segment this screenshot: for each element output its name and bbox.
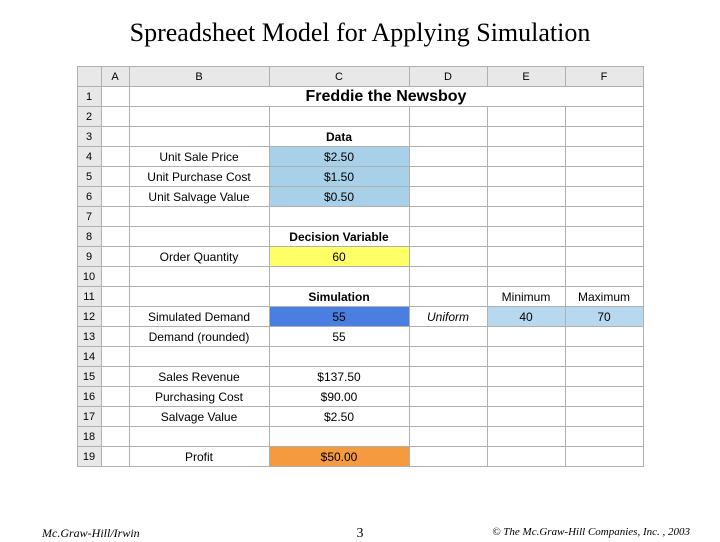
slide-title: Spreadsheet Model for Applying Simulatio… [0, 0, 720, 58]
cell-label: Unit Purchase Cost [129, 167, 269, 187]
row-18: 18 [77, 427, 643, 447]
cell-value: $137.50 [269, 367, 409, 387]
row-12: 12Simulated Demand55Uniform4070 [77, 307, 643, 327]
row-14: 14 [77, 347, 643, 367]
row-5: 5Unit Purchase Cost$1.50 [77, 167, 643, 187]
cell-label: Salvage Value [129, 407, 269, 427]
cell-label: Unit Sale Price [129, 147, 269, 167]
col-header-e: E [487, 67, 565, 87]
cell-value: $1.50 [269, 167, 409, 187]
cell-sim-header: Simulation [269, 287, 409, 307]
col-header-f: F [565, 67, 643, 87]
row-11: 11SimulationMinimumMaximum [77, 287, 643, 307]
cell-value: $2.50 [269, 147, 409, 167]
cell-dist: Uniform [409, 307, 487, 327]
cell-min-label: Minimum [487, 287, 565, 307]
row-9: 9Order Quantity60 [77, 247, 643, 267]
row-19: 19Profit$50.00 [77, 447, 643, 467]
row-10: 10 [77, 267, 643, 287]
cell-label: Sales Revenue [129, 367, 269, 387]
cell-decision-header: Decision Variable [269, 227, 409, 247]
cell-label: Unit Salvage Value [129, 187, 269, 207]
row-2: 2 [77, 107, 643, 127]
row-6: 6Unit Salvage Value$0.50 [77, 187, 643, 207]
col-header-c: C [269, 67, 409, 87]
cell-label: Order Quantity [129, 247, 269, 267]
row-13: 13Demand (rounded)55 [77, 327, 643, 347]
row-7: 7 [77, 207, 643, 227]
cell-value: 55 [269, 307, 409, 327]
cell-max: 70 [565, 307, 643, 327]
spreadsheet: A B C D E F 1Freddie the Newsboy 2 3Data… [77, 66, 644, 467]
row-8: 8Decision Variable [77, 227, 643, 247]
cell-min: 40 [487, 307, 565, 327]
row-17: 17Salvage Value$2.50 [77, 407, 643, 427]
cell-value: $50.00 [269, 447, 409, 467]
cell-max-label: Maximum [565, 287, 643, 307]
col-header-a: A [101, 67, 129, 87]
cell-label: Simulated Demand [129, 307, 269, 327]
column-header-row: A B C D E F [77, 67, 643, 87]
footer-left: Mc.Graw-Hill/Irwin [42, 526, 140, 541]
cell-value: $90.00 [269, 387, 409, 407]
cell-value: $0.50 [269, 187, 409, 207]
row-15: 15Sales Revenue$137.50 [77, 367, 643, 387]
sheet-title: Freddie the Newsboy [129, 87, 643, 107]
footer-right: © The Mc.Graw-Hill Companies, Inc. , 200… [492, 526, 690, 538]
row-1: 1Freddie the Newsboy [77, 87, 643, 107]
cell-value: 55 [269, 327, 409, 347]
cell-label: Purchasing Cost [129, 387, 269, 407]
cell-value: $2.50 [269, 407, 409, 427]
cell-label: Profit [129, 447, 269, 467]
cell-data-header: Data [269, 127, 409, 147]
col-header-d: D [409, 67, 487, 87]
row-4: 4Unit Sale Price$2.50 [77, 147, 643, 167]
row-16: 16Purchasing Cost$90.00 [77, 387, 643, 407]
row-3: 3Data [77, 127, 643, 147]
cell-label: Demand (rounded) [129, 327, 269, 347]
cell-value: 60 [269, 247, 409, 267]
col-header-b: B [129, 67, 269, 87]
